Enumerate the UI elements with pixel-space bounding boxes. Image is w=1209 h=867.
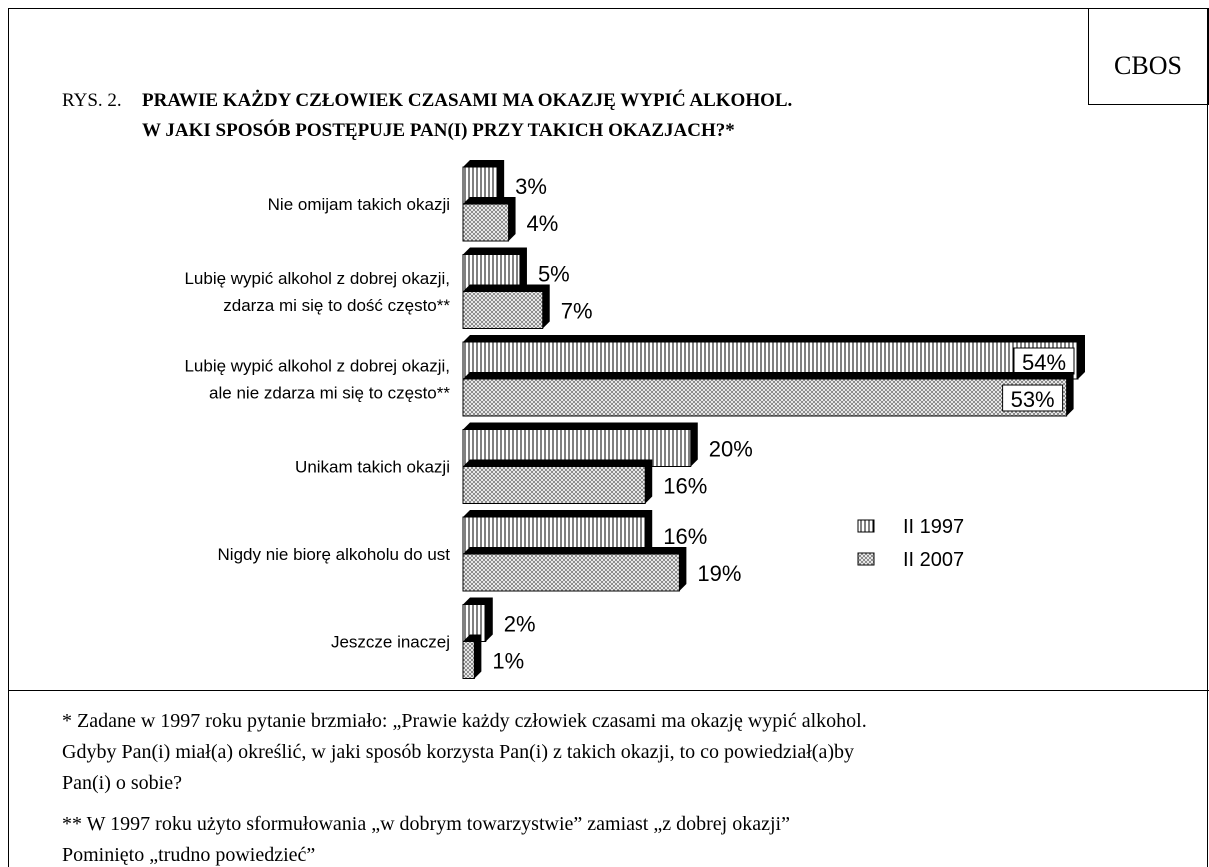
footnote: Gdyby Pan(i) miał(a) określić, w jaki sp…: [62, 741, 854, 763]
category-label: Unikam takich okazji: [295, 458, 450, 477]
category-label: Jeszcze inaczej: [331, 633, 450, 652]
value-label: 2%: [504, 612, 536, 637]
chart-title: W JAKI SPOSÓB POSTĘPUJE PAN(I) PRZY TAKI…: [142, 119, 735, 141]
legend-label: II 2007: [903, 549, 964, 571]
source: CBOS: [1114, 51, 1182, 80]
value-label: 7%: [561, 299, 593, 324]
legend-swatch: [857, 519, 875, 533]
bar: [462, 466, 646, 504]
value-label: 16%: [663, 474, 707, 499]
frame: [8, 8, 1208, 867]
figure-label: RYS. 2.: [62, 90, 122, 111]
value-label: 19%: [697, 561, 741, 586]
value-label: 54%: [1022, 350, 1066, 375]
value-label: 53%: [1011, 387, 1055, 412]
value-label: 1%: [492, 649, 524, 674]
footnote: Pan(i) o sobie?: [62, 772, 182, 794]
bar: [462, 291, 544, 329]
chart-title: PRAWIE KAŻDY CZŁOWIEK CZASAMI MA OKAZJĘ …: [142, 89, 792, 111]
bar: [462, 641, 475, 679]
value-label-box: [1013, 347, 1075, 375]
bar: [462, 203, 510, 242]
category-label: Nigdy nie biorę alkoholu do ust: [218, 545, 451, 564]
legend-label: II 1997: [903, 516, 964, 538]
category-label: Nie omijam takich okazji: [268, 195, 450, 214]
bar: [462, 553, 680, 592]
value-label: 20%: [709, 437, 753, 462]
value-label: 3%: [515, 174, 547, 199]
value-label: 16%: [663, 524, 707, 549]
footnote: Pominięto „trudno powiedzieć”: [62, 844, 315, 866]
footnote: * Zadane w 1997 roku pytanie brzmiało: „…: [62, 710, 867, 732]
bar: [462, 378, 1068, 417]
footnote: ** W 1997 roku użyto sformułowania „w do…: [62, 813, 790, 835]
category-label: Lubię wypić alkohol z dobrej okazji, zdar…: [184, 269, 450, 315]
value-label: 4%: [527, 211, 559, 236]
legend-swatch: [857, 552, 875, 566]
category-label: Lubię wypić alkohol z dobrej okazji, ale …: [184, 357, 450, 403]
value-label: 5%: [538, 262, 570, 287]
value-label-box: [1002, 384, 1064, 412]
